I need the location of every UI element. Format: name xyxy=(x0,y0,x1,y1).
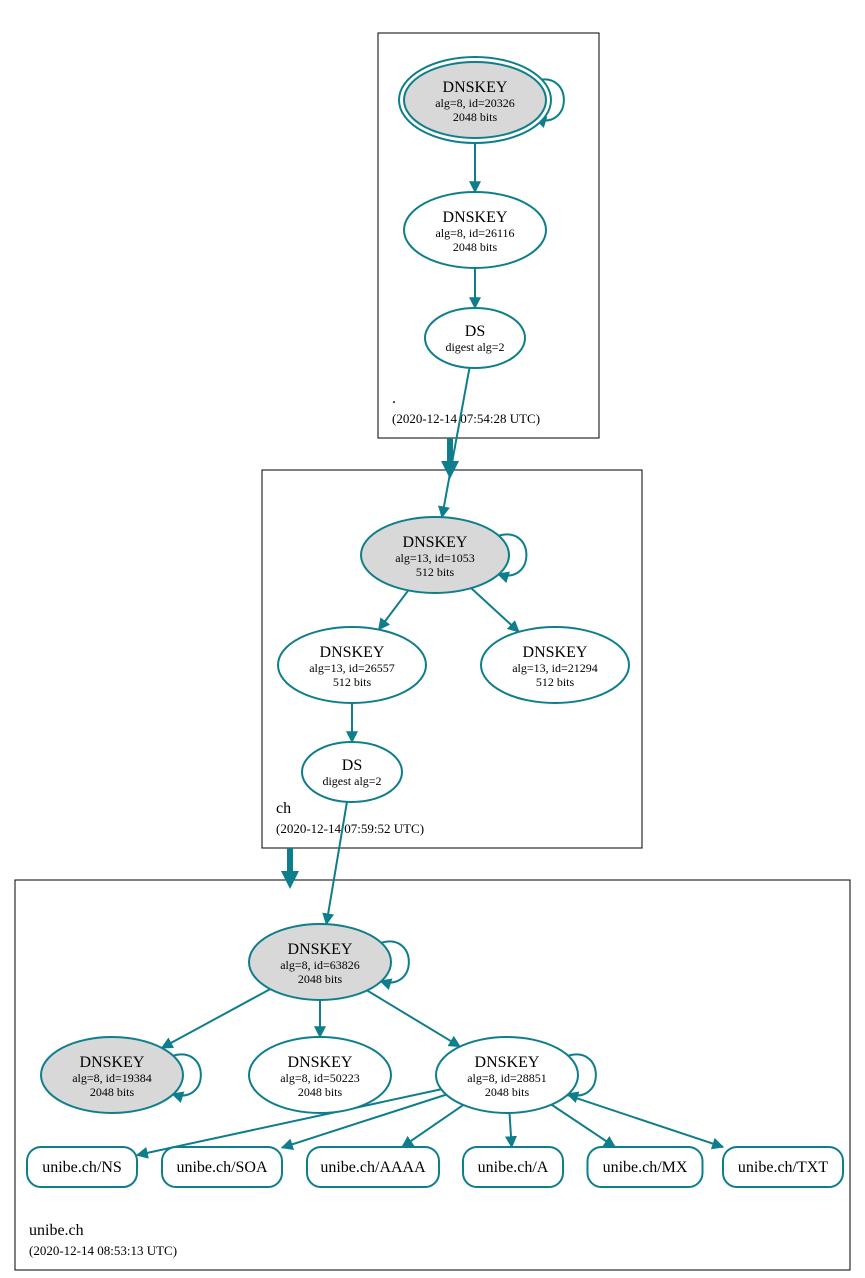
node-n0-l2: alg=8, id=20326 xyxy=(435,96,515,110)
node-n1-l2: alg=8, id=26116 xyxy=(435,226,514,240)
node-n3-l3: 512 bits xyxy=(416,565,455,579)
node-n1-l3: 2048 bits xyxy=(453,240,498,254)
node-n8-title: DNSKEY xyxy=(80,1054,145,1071)
rr-r3-label: unibe.ch/A xyxy=(478,1159,549,1176)
node-n9-l2: alg=8, id=50223 xyxy=(280,1071,360,1085)
node-n8-l2: alg=8, id=19384 xyxy=(72,1071,152,1085)
edge-n10-r3 xyxy=(509,1113,511,1147)
node-n3-title: DNSKEY xyxy=(403,534,468,551)
node-n7-l2: alg=8, id=63826 xyxy=(280,958,360,972)
node-n4-l3: 512 bits xyxy=(333,675,372,689)
node-n7-l3: 2048 bits xyxy=(298,972,343,986)
edge-n7-n8 xyxy=(162,989,270,1048)
node-n0-title: DNSKEY xyxy=(443,79,508,96)
node-n2-title: DS xyxy=(465,323,485,340)
nodes: DNSKEYalg=8, id=203262048 bitsDNSKEYalg=… xyxy=(27,57,843,1187)
zone-timestamp-unibe: (2020-12-14 08:53:13 UTC) xyxy=(29,1243,177,1258)
zone-label-unibe: unibe.ch xyxy=(29,1222,84,1239)
node-n10-title: DNSKEY xyxy=(475,1054,540,1071)
zone-timestamp-root: (2020-12-14 07:54:28 UTC) xyxy=(392,411,540,426)
rr-r1-label: unibe.ch/SOA xyxy=(176,1159,268,1176)
edge-n3-n4 xyxy=(379,590,409,629)
rr-r0-label: unibe.ch/NS xyxy=(42,1159,122,1176)
node-n6-l2: digest alg=2 xyxy=(322,774,381,788)
node-n5-l3: 512 bits xyxy=(536,675,575,689)
node-n5-title: DNSKEY xyxy=(523,644,588,661)
zone-label-root: . xyxy=(392,390,396,407)
node-n10-l3: 2048 bits xyxy=(485,1085,530,1099)
node-n8-l3: 2048 bits xyxy=(90,1085,135,1099)
node-n4-l2: alg=13, id=26557 xyxy=(309,661,395,675)
edge-n7-n10 xyxy=(367,990,460,1046)
node-n2-l2: digest alg=2 xyxy=(445,340,504,354)
node-n9-l3: 2048 bits xyxy=(298,1085,343,1099)
rr-r2-label: unibe.ch/AAAA xyxy=(320,1159,426,1176)
node-n9-title: DNSKEY xyxy=(288,1054,353,1071)
node-n10-l2: alg=8, id=28851 xyxy=(467,1071,547,1085)
zone-label-ch: ch xyxy=(276,800,291,817)
node-n6-title: DS xyxy=(342,757,362,774)
edge-n10-r2 xyxy=(402,1105,463,1147)
dnssec-diagram: . (2020-12-14 07:54:28 UTC) ch (2020-12-14 … xyxy=(0,0,865,1278)
node-n1-title: DNSKEY xyxy=(443,209,508,226)
edge-n10-r4 xyxy=(551,1105,615,1147)
node-n3-l2: alg=13, id=1053 xyxy=(395,551,475,565)
edge-n3-n5 xyxy=(471,588,519,632)
edge-n2-n3 xyxy=(442,368,470,517)
node-n5-l2: alg=13, id=21294 xyxy=(512,661,598,675)
rr-r4-label: unibe.ch/MX xyxy=(603,1159,688,1176)
zone-timestamp-ch: (2020-12-14 07:59:52 UTC) xyxy=(276,821,424,836)
node-n4-title: DNSKEY xyxy=(320,644,385,661)
node-n0-l3: 2048 bits xyxy=(453,110,498,124)
edge-n10-r5 xyxy=(567,1095,723,1147)
node-n7-title: DNSKEY xyxy=(288,941,353,958)
rr-r5-label: unibe.ch/TXT xyxy=(738,1159,828,1176)
